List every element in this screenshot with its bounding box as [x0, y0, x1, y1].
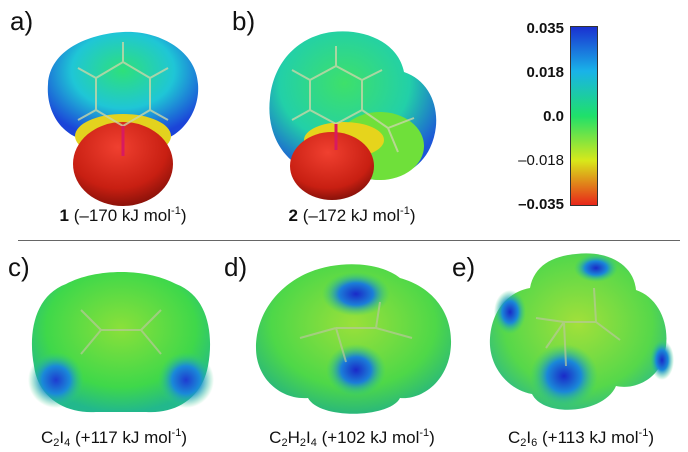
- panel-label-e: e): [452, 252, 476, 282]
- formula-element: H: [287, 428, 300, 447]
- close-paren: ): [409, 206, 416, 225]
- divider-line: [18, 240, 680, 241]
- exponent: -1: [400, 205, 410, 217]
- formula-subscript: 2: [520, 437, 527, 449]
- panel-label-c: c): [8, 252, 30, 282]
- formula-element: C: [269, 428, 282, 447]
- formula-subscript: 2: [299, 437, 306, 449]
- caption-e: C2I6 (+113 kJ mol-1): [478, 427, 684, 449]
- compound-number: 1: [59, 206, 69, 225]
- scale-tick-lower: –0.018: [518, 152, 564, 169]
- energy-text: (+117 kJ mol: [70, 428, 172, 447]
- close-paren: ): [180, 206, 187, 225]
- esp-surface-b: [269, 31, 437, 200]
- formula-element: C: [508, 428, 521, 447]
- exponent: -1: [171, 205, 181, 217]
- exponent: -1: [171, 427, 182, 439]
- panel-label-b: b): [232, 6, 256, 36]
- scale-tick-min: –0.035: [518, 196, 564, 213]
- exponent: -1: [419, 427, 430, 439]
- formula-subscript: 4: [310, 437, 317, 449]
- formula-subscript: 2: [53, 437, 60, 449]
- esp-surface-d: [256, 264, 452, 414]
- color-scale-bar: [570, 26, 598, 206]
- scale-tick-upper: 0.018: [526, 64, 564, 81]
- formula-subscript: 4: [64, 437, 71, 449]
- caption-b: 2 (–172 kJ mol-1): [252, 206, 452, 226]
- formula: C2I4: [41, 428, 71, 449]
- caption-c: C2I4 (+117 kJ mol-1): [6, 427, 222, 449]
- formula: C2H2I4: [269, 428, 317, 449]
- caption-a: 1 (–170 kJ mol-1): [28, 206, 218, 226]
- formula-element: I: [305, 428, 311, 447]
- caption-d: C2H2I4 (+102 kJ mol-1): [232, 427, 472, 449]
- close-paren: ): [648, 428, 654, 447]
- formula-element: I: [59, 428, 65, 447]
- formula: C2I6: [508, 428, 538, 449]
- scale-tick-zero: 0.0: [543, 108, 564, 125]
- formula-element: I: [526, 428, 532, 447]
- energy-text: (–172 kJ mol: [302, 206, 401, 225]
- scale-tick-max: 0.035: [526, 20, 564, 37]
- panel-label-a: a): [10, 6, 34, 36]
- close-paren: ): [429, 428, 435, 447]
- panel-label-d: d): [224, 252, 248, 282]
- formula-element: C: [41, 428, 54, 447]
- energy-text: (+102 kJ mol: [316, 428, 420, 447]
- esp-surface-e: [489, 253, 674, 410]
- esp-surface-c: [28, 272, 214, 413]
- esp-surface-a: [47, 31, 199, 206]
- exponent: -1: [638, 427, 649, 439]
- compound-number: 2: [288, 206, 298, 225]
- formula-subscript: 2: [281, 437, 288, 449]
- energy-text: (+113 kJ mol: [537, 428, 639, 447]
- energy-text: (–170 kJ mol: [73, 206, 172, 225]
- close-paren: ): [181, 428, 187, 447]
- formula-subscript: 6: [531, 437, 538, 449]
